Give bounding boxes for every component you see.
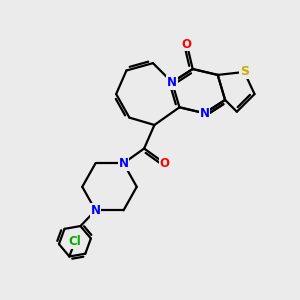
Text: Cl: Cl	[68, 235, 81, 248]
Text: N: N	[200, 107, 209, 120]
Text: O: O	[182, 38, 192, 50]
Text: N: N	[167, 76, 177, 89]
Text: O: O	[160, 157, 170, 170]
Text: N: N	[91, 204, 100, 217]
Text: S: S	[240, 65, 249, 79]
Text: N: N	[118, 157, 128, 170]
